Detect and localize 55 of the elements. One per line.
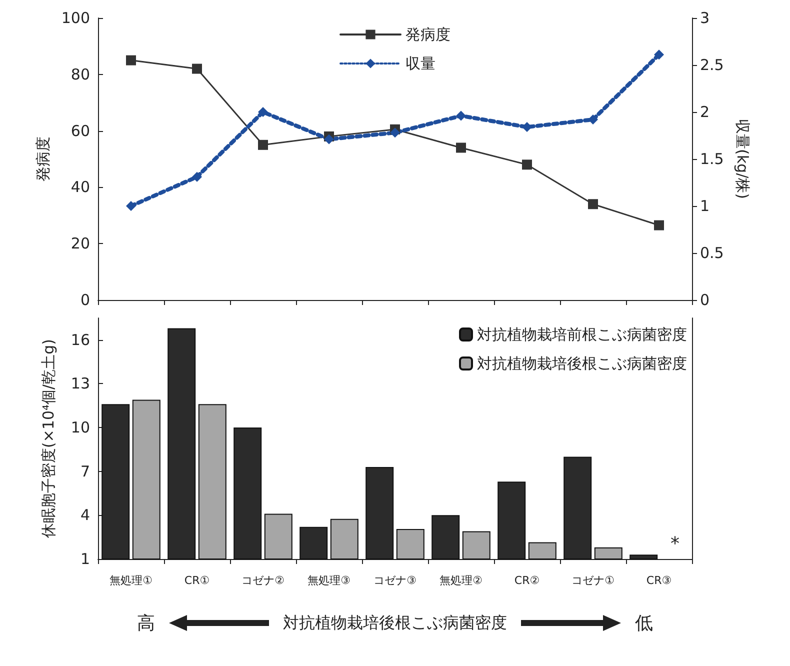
y-tick-label: 16	[70, 330, 90, 349]
x-axis-title: 対抗植物栽培後根こぶ病菌密度	[283, 612, 507, 634]
y-tick-label: 100	[61, 9, 90, 27]
point	[522, 160, 532, 170]
y2-tick-label: 2	[700, 103, 710, 121]
x-tick-label: CR①	[184, 574, 210, 587]
x-tick-label: コゼナ②	[242, 574, 285, 587]
x-tick-label: コゼナ③	[374, 574, 417, 587]
point	[588, 114, 598, 125]
point	[258, 107, 268, 117]
point	[390, 128, 400, 138]
x-tick-label: CR②	[514, 574, 540, 587]
point	[126, 201, 136, 211]
point	[588, 199, 598, 210]
y-tick-label: 13	[70, 374, 90, 393]
y2-tick-label: 1.5	[700, 150, 724, 168]
y2-tick-label: 1	[700, 197, 710, 215]
x-tick-label: 無処理①	[110, 574, 153, 587]
legend-label: 発病度	[406, 26, 450, 44]
point	[654, 50, 664, 60]
y2-tick-label: 0.5	[700, 244, 724, 262]
annotation: *	[670, 534, 680, 554]
legend-label: 収量	[406, 54, 436, 72]
y-axis-title: 発病度	[34, 136, 52, 182]
text: 低	[635, 612, 653, 635]
y-tick-label: 80	[70, 65, 90, 84]
point	[654, 220, 664, 230]
y2-tick-label: 2.5	[700, 56, 724, 74]
y-tick-label: 10	[70, 418, 90, 437]
y-tick-label: 20	[70, 234, 90, 253]
y-tick-label: 4	[80, 506, 90, 524]
y-tick-label: 1	[80, 550, 90, 568]
y2-tick-label: 3	[700, 9, 710, 27]
point	[324, 134, 334, 144]
x-tick-label: コゼナ①	[572, 574, 615, 587]
point	[192, 64, 202, 74]
y-tick-label: 40	[70, 178, 90, 196]
x-tick-label: CR③	[646, 574, 672, 587]
y-tick-label: 60	[70, 122, 90, 140]
legend-label: 対抗植物栽培後根こぶ病菌密度	[477, 354, 687, 372]
y2-axis-title: 収量(kg/株)	[733, 119, 752, 199]
point	[522, 122, 532, 132]
x-tick-label: 無処理③	[308, 574, 351, 587]
y-tick-label: 0	[80, 291, 90, 309]
point	[126, 55, 136, 66]
text: 高	[137, 612, 155, 635]
point	[192, 172, 202, 182]
point	[258, 140, 268, 150]
y2-tick-label: 0	[700, 291, 710, 309]
point	[456, 110, 466, 121]
y-tick-label: 7	[80, 462, 90, 480]
legend-label: 対抗植物栽培前根こぶ病菌密度	[477, 326, 687, 344]
x-tick-label: 無処理②	[440, 574, 483, 587]
point	[456, 142, 466, 153]
y-axis-title: 休眠胞子密度(×10⁴個/乾土g)	[40, 339, 58, 538]
